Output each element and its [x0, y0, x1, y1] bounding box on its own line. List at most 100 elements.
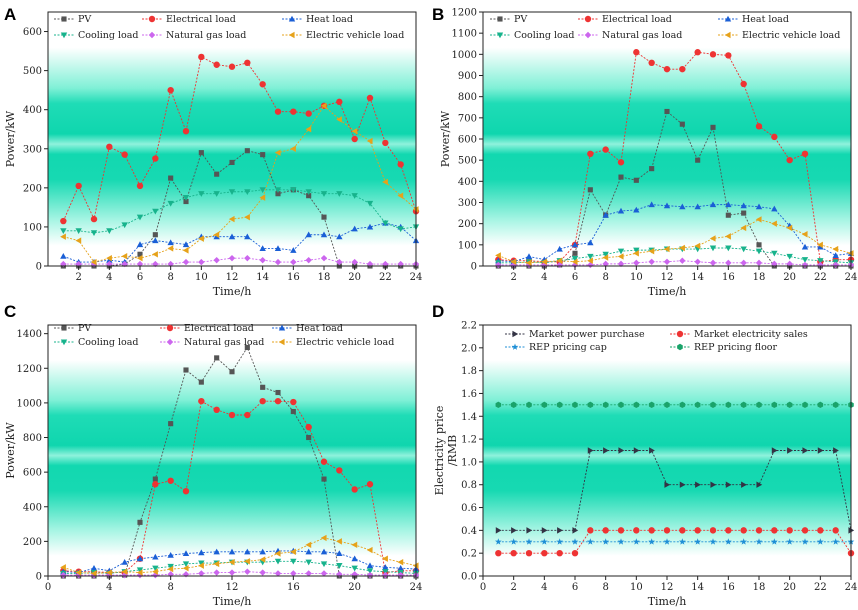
data-point	[274, 149, 281, 156]
legend-item: Market electricity sales	[670, 329, 808, 340]
data-point	[121, 571, 128, 579]
legend-label: Electrical load	[166, 14, 236, 25]
data-point	[832, 261, 839, 269]
data-point	[213, 256, 220, 264]
legend-label: Electric vehicle load	[296, 337, 394, 348]
y-tick-label: 400	[23, 105, 42, 116]
legend-item: Natural gas load	[578, 30, 682, 41]
data-point	[541, 258, 547, 265]
data-point	[771, 260, 778, 268]
data-point	[106, 569, 112, 576]
data-point	[244, 254, 251, 262]
data-point	[351, 258, 358, 266]
data-point	[198, 570, 205, 577]
x-tick-label: 18	[318, 272, 331, 283]
data-point	[801, 257, 809, 263]
x-tick-label: 20	[348, 582, 361, 593]
data-point	[198, 549, 205, 556]
y-tick-label: 600	[458, 135, 477, 146]
data-point	[771, 447, 778, 454]
data-point	[678, 538, 686, 545]
y-tick-label: 0.4	[461, 526, 477, 537]
x-tick-label: 6	[572, 272, 578, 283]
legend-label: Market power purchase	[529, 329, 645, 340]
data-point	[397, 565, 404, 571]
data-point	[648, 201, 655, 208]
data-point	[183, 367, 189, 373]
data-point	[198, 562, 204, 569]
legend-label: Cooling load	[78, 337, 139, 348]
panel-B: B2 4 6 8 10 12 14 16 18 20 22 240100200300400500600…	[432, 5, 857, 298]
data-point	[136, 571, 144, 579]
data-point	[541, 549, 548, 557]
data-point	[663, 538, 671, 545]
data-point	[182, 487, 190, 495]
data-point	[725, 212, 731, 218]
data-point	[152, 237, 159, 244]
y-axis-label: Electricity price	[433, 406, 446, 496]
legend-marker	[724, 31, 731, 39]
data-point	[525, 259, 532, 267]
data-point	[755, 123, 763, 130]
legend-label: Natural gas load	[166, 30, 246, 41]
data-point	[801, 261, 809, 269]
data-point	[832, 527, 839, 534]
data-point	[633, 447, 640, 454]
data-point	[137, 251, 143, 257]
legend-item: Electric vehicle load	[272, 337, 394, 348]
legend-label: Market electricity sales	[694, 329, 808, 340]
legend-label: Heat load	[742, 14, 789, 25]
data-point	[275, 191, 281, 197]
data-point	[725, 201, 732, 208]
data-point	[587, 401, 594, 409]
data-point	[740, 202, 747, 209]
data-point	[557, 527, 563, 534]
data-point	[290, 570, 297, 577]
data-point	[366, 94, 374, 102]
y-tick-label: 1.0	[461, 457, 477, 468]
data-point	[320, 534, 327, 542]
data-point	[725, 527, 732, 534]
data-point	[832, 245, 839, 253]
series-market-electricity-sales	[495, 527, 855, 557]
legend-item: Electrical load	[578, 14, 672, 25]
data-point	[259, 256, 266, 264]
data-point	[182, 565, 189, 572]
legend-marker	[288, 15, 296, 22]
legend-marker	[278, 324, 286, 331]
y-tick-label: 1000	[452, 50, 477, 61]
data-point	[306, 193, 312, 199]
data-point	[213, 406, 220, 414]
data-point	[182, 550, 190, 557]
data-point	[679, 203, 686, 210]
data-point	[755, 248, 763, 255]
data-point	[75, 571, 82, 579]
data-point	[182, 241, 190, 248]
data-point	[198, 379, 204, 385]
series-electric-vehicle-load	[60, 534, 419, 577]
data-point	[305, 256, 312, 264]
data-point	[709, 259, 717, 267]
data-point	[90, 258, 97, 266]
legend-item: PV	[54, 14, 91, 25]
legend-item: PV	[490, 14, 527, 25]
data-point	[397, 571, 404, 579]
x-tick-label: 8	[602, 582, 608, 593]
data-point	[259, 81, 266, 88]
x-tick-label: 8	[602, 272, 608, 283]
plot-background	[483, 12, 851, 266]
data-point	[168, 175, 174, 181]
data-point	[274, 570, 282, 577]
data-point	[305, 231, 312, 238]
data-point	[756, 242, 762, 248]
data-point	[351, 486, 358, 493]
data-point	[648, 401, 655, 409]
data-point	[648, 527, 655, 534]
data-point	[167, 565, 174, 573]
data-point	[213, 560, 220, 568]
panel-letter: C	[4, 302, 16, 321]
legend-marker	[676, 330, 684, 338]
data-point	[229, 369, 235, 375]
series-line	[63, 150, 416, 267]
data-point	[259, 245, 266, 251]
